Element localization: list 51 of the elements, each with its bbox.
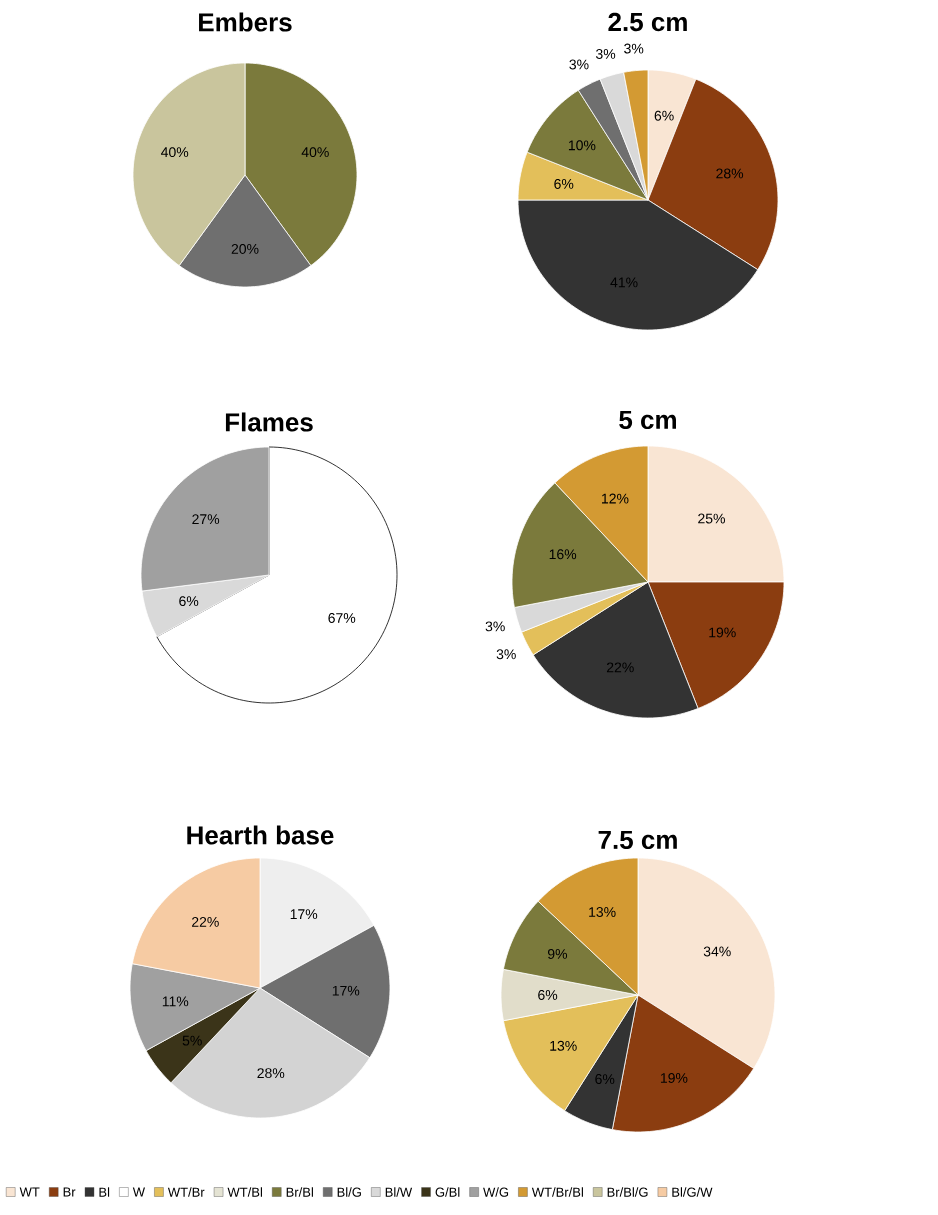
- chart-title: Embers: [199, 12, 292, 32]
- data-label: 17%: [290, 909, 318, 920]
- data-label: 27%: [192, 514, 220, 525]
- data-label: 28%: [716, 168, 744, 179]
- category-label: Bl/G/W: [672, 1187, 713, 1197]
- data-label: 11%: [162, 996, 189, 1007]
- category-label: W/G: [483, 1187, 509, 1197]
- data-label: 67%: [328, 613, 356, 623]
- data-label: 6%: [554, 178, 574, 189]
- data-label: 3%: [485, 621, 505, 632]
- data-label: 6%: [654, 110, 674, 121]
- chart-title: Flames: [225, 412, 313, 432]
- category-label: WT/Br/Bl: [531, 1187, 583, 1197]
- category-label: Br/Bl/G: [607, 1187, 648, 1197]
- data-label: 13%: [550, 1040, 577, 1051]
- category-label: Br/Bl: [286, 1187, 313, 1197]
- data-label: 19%: [660, 1073, 688, 1083]
- category-label: G/Bl: [435, 1187, 460, 1197]
- chart-title: 5 cm: [619, 410, 676, 430]
- category-label: Br: [63, 1187, 76, 1197]
- data-label: 12%: [602, 493, 629, 504]
- data-label: 6%: [538, 990, 558, 1000]
- category-label: Bl/G: [337, 1187, 361, 1197]
- data-label: 3%: [624, 43, 644, 54]
- category-label: WT: [19, 1187, 40, 1197]
- category-label: Bl/W: [385, 1187, 413, 1197]
- chart-title: Hearth base: [187, 825, 334, 845]
- chart-title: 2.5 cm: [608, 12, 687, 32]
- data-label: 40%: [301, 147, 329, 158]
- data-label: 17%: [332, 985, 360, 996]
- data-label: 3%: [496, 649, 516, 660]
- chart-title: 7.5 cm: [598, 830, 677, 850]
- data-label: 20%: [231, 243, 259, 254]
- data-label: 19%: [709, 627, 736, 638]
- data-label: 22%: [192, 916, 219, 927]
- data-label: 16%: [549, 549, 577, 560]
- data-label: 34%: [703, 946, 731, 957]
- category-label: W: [132, 1187, 145, 1197]
- data-label: 3%: [595, 48, 616, 59]
- data-label: 3%: [569, 59, 589, 70]
- category-label: WT/Br: [167, 1187, 205, 1197]
- data-label: 10%: [568, 140, 596, 151]
- category-label: Bl: [99, 1187, 110, 1197]
- data-label: 40%: [161, 147, 189, 158]
- data-label: 9%: [547, 948, 568, 959]
- data-label: 13%: [589, 907, 616, 917]
- category-label: WT/Bl: [227, 1187, 262, 1197]
- data-label: 5%: [182, 1035, 202, 1046]
- data-label: 25%: [698, 513, 725, 524]
- data-label: 28%: [257, 1068, 285, 1079]
- data-label: 6%: [179, 596, 199, 607]
